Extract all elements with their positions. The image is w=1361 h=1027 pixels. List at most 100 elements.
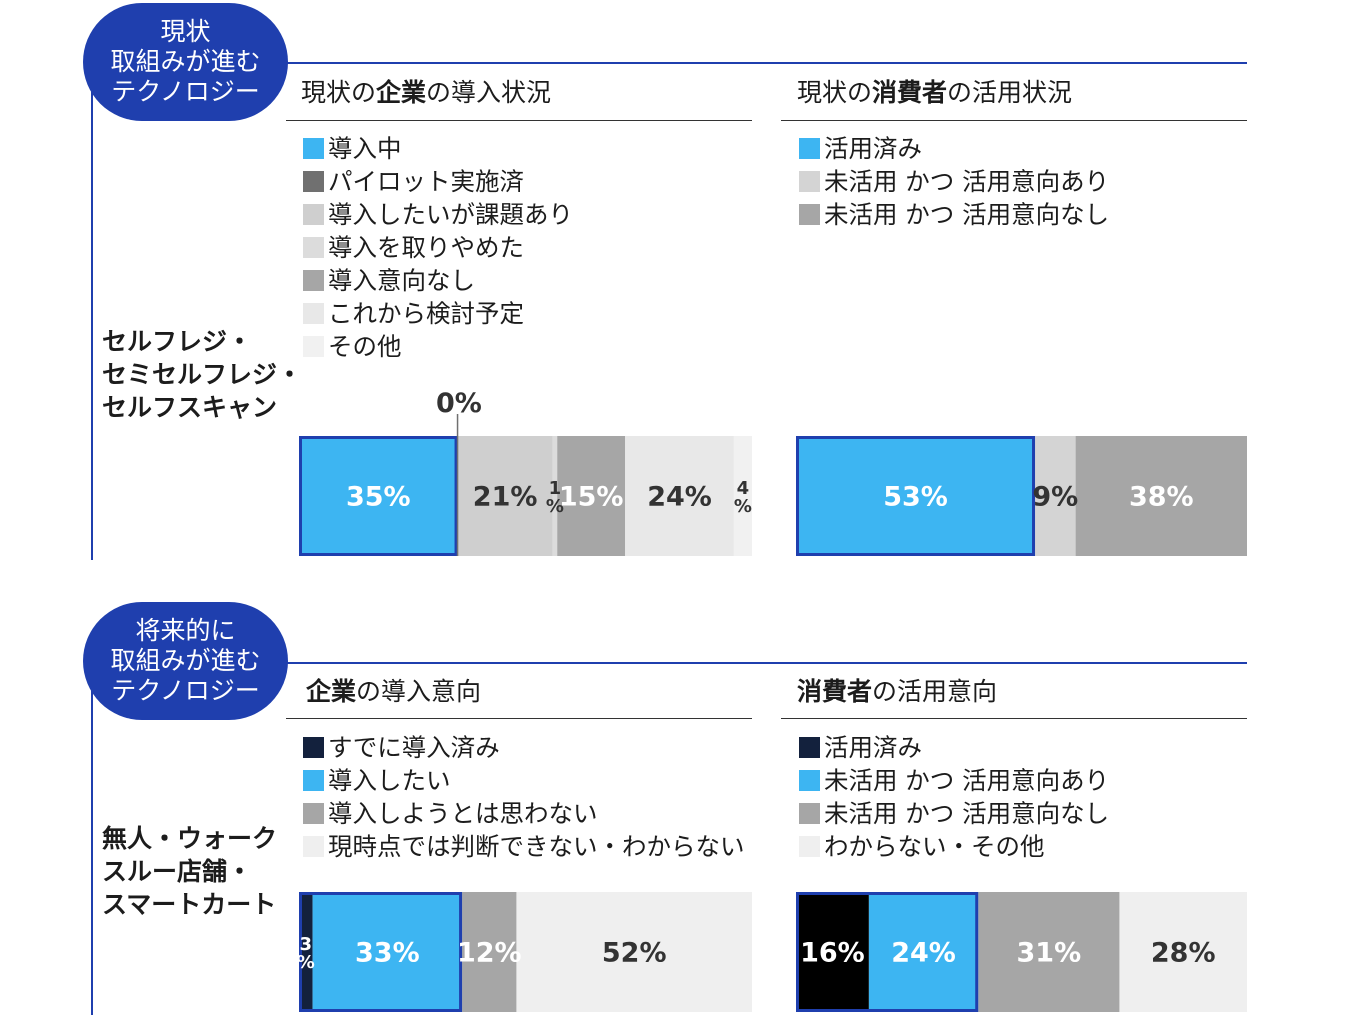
legend-item: 未活用 かつ 活用意向あり [799,764,1109,797]
bar-value-label-3: 28% [1151,938,1216,969]
bar-highlight-outline [299,892,463,1012]
bar-value-label-2: 31% [1017,938,1082,969]
bar-segment-0 [299,892,313,1012]
bar-segment-3 [516,892,752,1012]
section-future: 将来的に 取組みが進む テクノロジー 無人・ウォーク スルー店舗・ スマートカー… [0,598,1361,1027]
bar-segment-1 [868,892,979,1012]
legend-item: 導入中 [303,132,573,165]
bar-value-label-0: 16% [800,938,865,969]
bar-value-label-3: 52% [602,938,667,969]
row-label-line: スルー店舗・ [102,857,253,886]
bar-segment-3 [1119,892,1247,1012]
bar-segment-5 [625,436,734,556]
row-label: 無人・ウォーク スルー店舗・ スマートカート [102,822,277,921]
legend-item: 導入意向なし [303,264,573,297]
legend: 活用済み 未活用 かつ 活用意向あり 未活用 かつ 活用意向なし わからない・そ… [799,731,1109,863]
bar-zero-label: 0% [436,388,482,419]
stacked-bar-company-current: 35% 21% 1 %15% 24% 4% [299,414,752,556]
badge-line: 将来的に [135,616,236,645]
legend-item: 未活用 かつ 活用意向あり [799,165,1109,198]
section-vertical-line [91,60,93,560]
bar-value-label-0: 53% [883,482,948,513]
panel-title: 消費者の活用意向 [797,677,998,706]
bar-highlight-outline [299,436,458,556]
bar-value-label-1: 33% [355,938,420,969]
panel-rule [781,120,1247,121]
stacked-bar-consumer-current: 53% 9% 38% [796,436,1247,556]
legend-swatch [799,204,820,225]
legend-swatch [303,303,324,324]
bar-value-label-2: 38% [1129,482,1194,513]
bar-segment-0 [796,892,869,1012]
bar-segment-1 [1035,436,1076,556]
badge-line: 取組みが進む [110,646,261,675]
section-top-line [260,662,1247,664]
legend: 導入中 パイロット実施済 導入したいが課題あり 導入を取りやめた 導入意向なし … [303,132,573,363]
row-label-line: セルフレジ・ [102,327,253,356]
legend-item: その他 [303,330,573,363]
legend-swatch [799,737,820,758]
legend-item: 導入しようとは思わない [303,797,745,830]
bar-segment-2 [978,892,1120,1012]
legend-item: 活用済み [799,731,1109,764]
legend-swatch [799,803,820,824]
bar-highlight-outline [796,436,1036,556]
bar-segment-2 [1075,436,1247,556]
legend-swatch [799,171,820,192]
badge-line: テクノロジー [111,77,260,106]
section-badge: 現状 取組みが進む テクノロジー [83,3,288,121]
bar-segment-3 [552,436,558,556]
panel-rule [286,718,752,719]
legend-item: 導入を取りやめた [303,231,573,264]
legend-swatch [303,138,324,159]
panel-rule [286,120,752,121]
bar-value-label-0: 3% [297,934,315,973]
row-label-line: セミセルフレジ・ [102,360,303,389]
legend-item: わからない・その他 [799,830,1109,863]
legend-swatch [303,270,324,291]
legend-item: すでに導入済み [303,731,745,764]
legend-swatch [303,737,324,758]
stacked-bar-consumer-future: 16% 24% 31% 28% [796,892,1247,1012]
bar-value-label-1: 24% [891,938,956,969]
panel-title: 現状の消費者の活用状況 [797,78,1073,107]
row-label-line: 無人・ウォーク [102,824,278,853]
section-vertical-line [91,660,93,1015]
row-label-line: スマートカート [102,890,277,919]
bar-value-label-4: 15% [559,482,624,513]
row-label-line: セルフスキャン [102,393,278,422]
bar-segment-6 [733,436,752,556]
legend-swatch [303,204,324,225]
bar-value-label-2: 21% [473,482,538,513]
bar-value-label-1: 9% [1032,482,1078,513]
section-top-line [260,62,1247,64]
bar-highlight-outline [796,892,979,1012]
bar-segment-0 [796,436,1036,556]
legend-swatch [303,836,324,857]
section-badge: 将来的に 取組みが進む テクノロジー [83,602,288,720]
bar-value-label-5: 24% [647,482,712,513]
section-current: 現状 取組みが進む テクノロジー セルフレジ・ セミセルフレジ・ セルフスキャン… [83,3,1247,560]
legend-item: これから検討予定 [303,297,573,330]
bar-segment-4 [557,436,626,556]
legend-item: 未活用 かつ 活用意向なし [799,198,1109,231]
badge-line: テクノロジー [111,676,260,705]
bar-value-label-0: 35% [346,482,411,513]
panel-title: 現状の企業の導入状況 [301,78,552,107]
bar-value-label-6: 4% [734,478,752,517]
legend-swatch [799,836,820,857]
bar-segment-1 [312,892,463,1012]
legend-swatch [303,171,324,192]
legend-item: 導入したい [303,764,745,797]
legend-item: パイロット実施済 [303,165,573,198]
legend: 活用済み 未活用 かつ 活用意向あり 未活用 かつ 活用意向なし [799,132,1109,231]
legend-swatch [799,138,820,159]
legend-item: 現時点では判断できない・わからない [303,830,745,863]
stacked-bar-company-future: 3% 33% 12% 52% [297,892,752,1012]
legend-swatch [303,237,324,258]
bar-segment-0 [299,436,458,556]
bar-segment-2 [457,436,553,556]
legend-item: 活用済み [799,132,1109,165]
row-label: セルフレジ・ セミセルフレジ・ セルフスキャン [102,325,302,424]
bar-value-label-3: 1% [546,478,564,517]
